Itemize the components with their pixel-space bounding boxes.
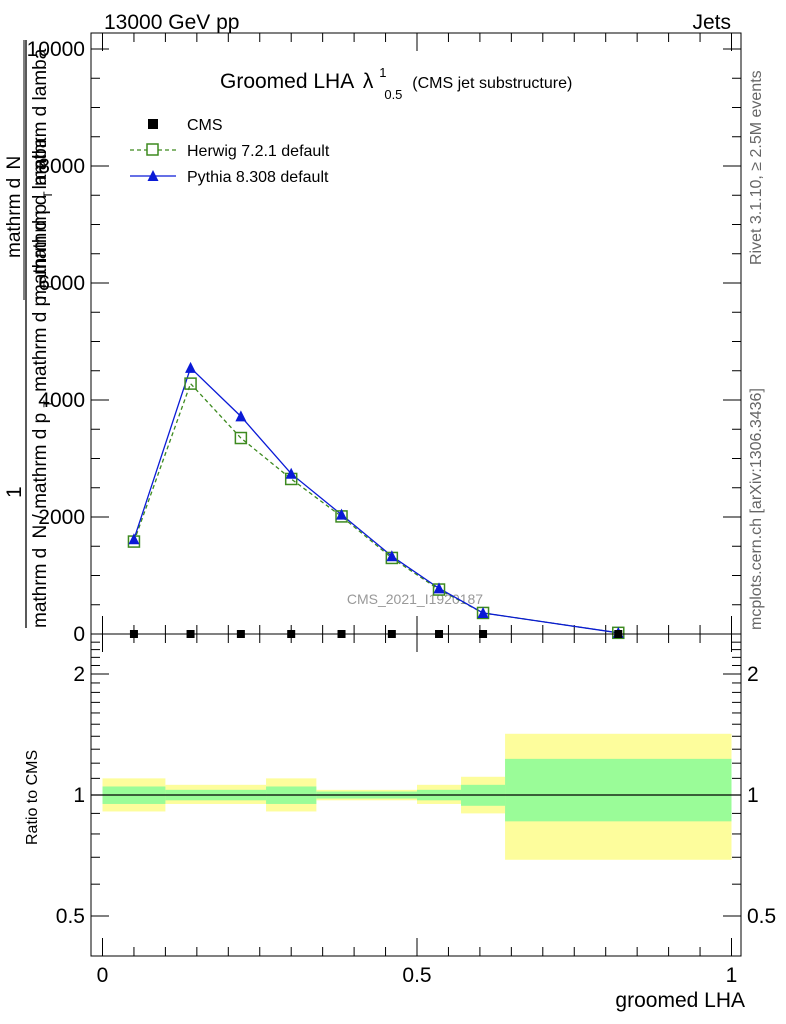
pythia-point: [433, 582, 445, 594]
ratio-y-tick-label: 0.5: [56, 905, 85, 928]
energy-label: 13000 GeV pp: [104, 11, 239, 34]
chart-title: Groomed LHA λ 1 0.5 (CMS jet substructur…: [220, 59, 572, 104]
pythia-point: [386, 550, 398, 562]
pythia-point: [128, 533, 140, 545]
ratio-y-tick-label: 1: [73, 784, 85, 807]
ratio-x-tick-label: 0: [97, 964, 109, 987]
main-y-tick-label: 10000: [27, 38, 85, 61]
ylabel-inner-denominator: mathrm d p T mathrm d lamba: [30, 48, 57, 300]
pythia-point: [336, 508, 348, 520]
ratio-y-tick-label-right: 0.5: [747, 905, 776, 928]
title-suffix: (CMS jet substructure): [412, 75, 572, 92]
ylabel-den-5: T: [41, 283, 55, 291]
ratio-x-axis: 0 0.5 1: [97, 634, 738, 987]
main-y-tick-label: 6000: [38, 272, 85, 295]
ylabel-den-2: N / mathrm d p: [30, 413, 51, 539]
rivet-label: Rivet 3.1.10, ≥ 2.5M events: [748, 70, 765, 265]
ratio-y-tick-label: 2: [73, 663, 85, 686]
legend-cms-label: CMS: [187, 117, 223, 134]
pythia-point: [285, 467, 297, 479]
ylabel-den-1: mathrm d: [30, 548, 51, 628]
title-main: Groomed LHA: [220, 70, 354, 93]
process-label: Jets: [692, 11, 731, 34]
ylabel-frac-bot-c: mathrm d lamba: [30, 48, 51, 186]
analysis-watermark: CMS_2021_I1920187: [347, 591, 483, 607]
pythia-point: [235, 410, 247, 422]
ylabel-den-6: mathrm d lamba: [30, 137, 51, 275]
main-y-tick-label: 2000: [38, 506, 85, 529]
ratio-y-tick-label-right: 2: [747, 663, 759, 686]
legend-cms-marker: [148, 119, 158, 129]
pythia-point: [185, 361, 197, 373]
legend-herwig-label: Herwig 7.2.1 default: [187, 143, 330, 160]
ylabel-outer-denominator: mathrm d N / mathrm d p T mathrm d p T m…: [30, 137, 57, 628]
ylabel-den-3: T: [41, 400, 55, 408]
herwig-series-line: [133, 382, 619, 634]
ratio-y-axis: 0.5 0.5 1 1 2 2: [56, 641, 776, 928]
ylabel-frac-top-b: N: [4, 156, 25, 170]
ylabel-inner-numerator: mathrm d N: [4, 156, 25, 258]
ylabel-one: 1: [3, 486, 26, 498]
ylabel-den-4: mathrm d p: [30, 296, 51, 392]
herwig-point: [234, 431, 248, 445]
legend-herwig-marker: [146, 143, 159, 156]
ratio-x-tick-label: 1: [726, 964, 738, 987]
legend: CMS Herwig 7.2.1 default Pythia 8.308 de…: [130, 117, 330, 186]
main-y-tick-label: 8000: [38, 155, 85, 178]
ylabel-frac-top-a: mathrm d: [4, 178, 25, 258]
ratio-y-tick-label-right: 1: [747, 784, 759, 807]
pythia-point: [477, 606, 489, 618]
x-axis-label: groomed LHA: [615, 989, 745, 1012]
ylabel-frac-bot-a: mathrm d p: [30, 204, 51, 300]
mcplots-label: mcplots.cern.ch [arXiv:1306.3436]: [748, 388, 765, 630]
ratio-band-layer: [91, 733, 741, 860]
title-superscript: 1: [379, 65, 386, 80]
title-subscript: 0.5: [384, 87, 402, 102]
ratio-x-tick-label: 0.5: [402, 964, 431, 987]
herwig-point: [184, 377, 197, 390]
main-y-axis-label: 1 mathrm d N / mathrm d p T mathrm d p T…: [3, 40, 57, 628]
legend-pythia-label: Pythia 8.308 default: [187, 169, 329, 186]
ratio-y-axis-label: Ratio to CMS: [24, 750, 41, 845]
main-x-axis-ticks: [102, 33, 732, 634]
main-y-tick-label: 0: [73, 623, 85, 646]
title-lambda: λ: [363, 70, 374, 93]
main-y-tick-label: 4000: [38, 389, 85, 412]
legend-pythia-marker: [147, 170, 159, 181]
main-y-axis: 0 2000 4000 6000 8000 10000: [27, 38, 741, 646]
ylabel-frac-bot-b: T: [41, 191, 55, 199]
ratio-stat-uncertainty-band: [505, 758, 732, 822]
